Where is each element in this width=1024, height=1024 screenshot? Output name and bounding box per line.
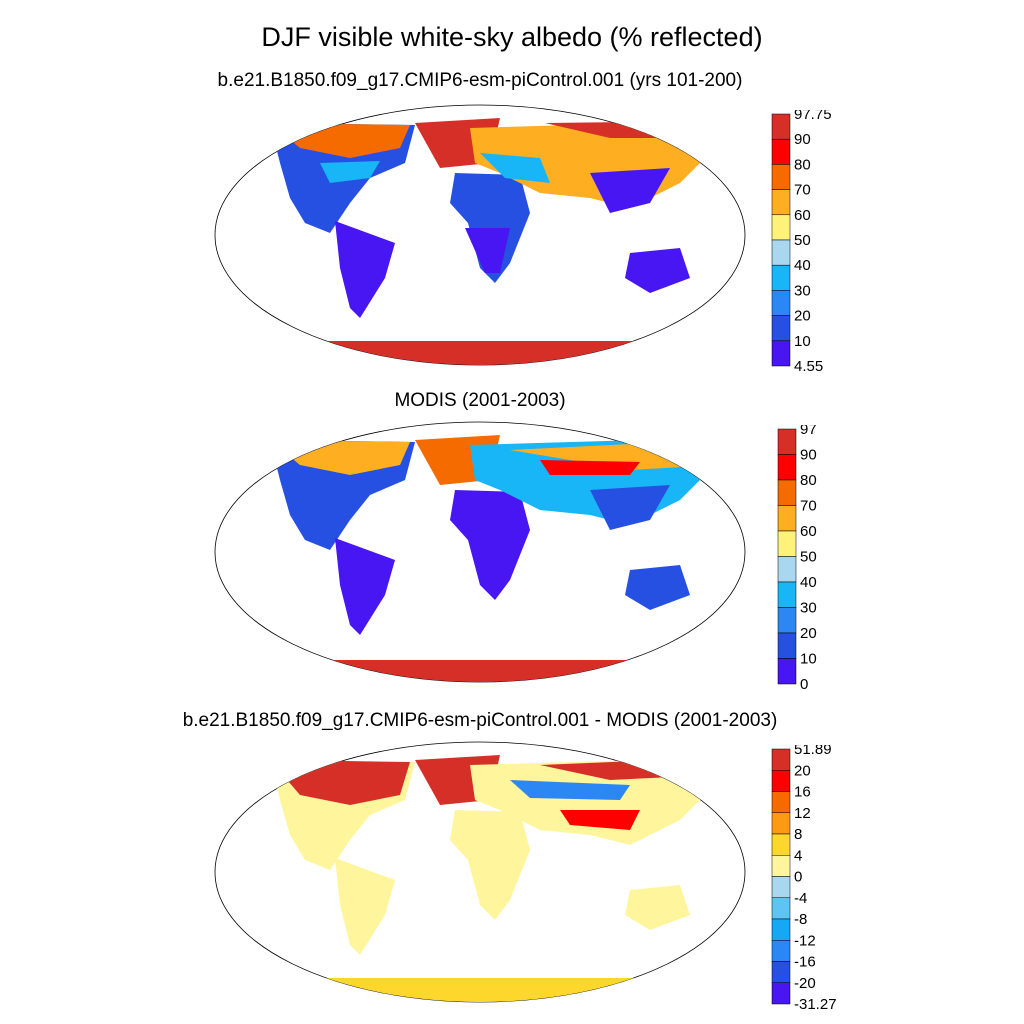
colorbar-label: 50: [794, 232, 811, 249]
colorbar-swatch: [771, 239, 791, 266]
colorbar-swatch: [771, 770, 791, 792]
colorbar-swatch: [771, 214, 791, 241]
colorbar-label: 4: [794, 847, 802, 864]
colorbar-swatch: [771, 982, 791, 1005]
colorbar-swatch: [777, 632, 797, 659]
colorbar-label: 16: [794, 784, 811, 801]
colorbar-label: 10: [800, 651, 817, 668]
colorbar-panel-2: 97 90 80 70 60 50 40 30 20 10 0: [777, 425, 817, 690]
colorbar-label: 40: [800, 574, 817, 591]
colorbar-label: 40: [794, 257, 811, 274]
colorbar-label: 60: [794, 207, 811, 224]
colorbar-label: 70: [800, 498, 817, 515]
colorbar-swatch: [771, 940, 791, 962]
colorbar-label: 4.55: [794, 358, 823, 372]
panel-3-title: b.e21.B1850.f09_g17.CMIP6-esm-piControl.…: [182, 710, 778, 731]
colorbar-label: -4: [794, 890, 807, 907]
colorbar-label: 0: [794, 869, 802, 886]
colorbar-label: 20: [800, 625, 817, 642]
colorbar-swatch: [771, 961, 791, 983]
colorbar-panel-3: 51.89 20 16 12 8 4 0 -4 -8 -12 -16 -20 -31.27: [771, 745, 837, 1010]
colorbar-swatch: [777, 479, 797, 506]
colorbar-panel-1: 97.75 90 80 70 60 50 40 30 20 10 4.55: [771, 110, 832, 372]
colorbar-label: 97.75: [794, 110, 832, 123]
colorbar-swatch: [771, 791, 791, 813]
colorbar-label: 90: [794, 131, 811, 148]
colorbar-label: 30: [800, 600, 817, 617]
colorbar-swatch: [777, 505, 797, 532]
colorbar-label: 12: [794, 805, 811, 822]
colorbar-swatch: [777, 530, 797, 557]
colorbar-label: 20: [794, 762, 811, 779]
panel-2-title: MODIS (2001-2003): [394, 390, 566, 411]
colorbar-swatch: [771, 897, 791, 920]
colorbar-swatch: [771, 113, 791, 140]
colorbar-label: 50: [800, 549, 817, 566]
colorbar-swatch: [777, 581, 797, 608]
colorbar-swatch: [777, 454, 797, 481]
colorbar-label: -12: [794, 932, 816, 949]
colorbar-label: -8: [794, 911, 807, 928]
map-panel-1: [210, 103, 750, 368]
colorbar-label: 51.89: [794, 745, 832, 758]
colorbar-label: 60: [800, 523, 817, 540]
colorbar-swatch: [771, 876, 791, 898]
map-panel-3: [210, 740, 750, 1005]
map-panel-2: [210, 420, 750, 685]
colorbar-swatch: [771, 290, 791, 316]
colorbar-swatch: [771, 189, 791, 216]
colorbar-label: 90: [800, 447, 817, 464]
colorbar-swatch: [777, 658, 797, 685]
colorbar-label: 0: [800, 676, 808, 690]
colorbar-label: 10: [794, 333, 811, 350]
colorbar-swatch: [771, 748, 791, 771]
colorbar-swatch: [771, 855, 791, 877]
colorbar-swatch: [771, 833, 791, 856]
colorbar-label: 20: [794, 308, 811, 325]
colorbar-label: 8: [794, 826, 802, 843]
colorbar-swatch: [771, 812, 791, 835]
colorbar-label: 30: [794, 282, 811, 299]
colorbar-swatch: [771, 315, 791, 342]
colorbar-swatch: [777, 428, 797, 455]
colorbar-swatch: [777, 556, 797, 583]
colorbar-swatch: [771, 340, 791, 367]
panel-1-title: b.e21.B1850.f09_g17.CMIP6-esm-piControl.…: [217, 70, 743, 91]
colorbar-swatch: [777, 607, 797, 634]
colorbar-label: 70: [794, 182, 811, 199]
figure-title: DJF visible white-sky albedo (% reflecte…: [261, 22, 763, 52]
colorbar-label: 97: [800, 425, 817, 438]
colorbar-label: -16: [794, 954, 816, 971]
colorbar-swatch: [771, 918, 791, 941]
colorbar-label: 80: [800, 472, 817, 489]
colorbar-swatch: [771, 164, 791, 190]
colorbar-label: -20: [794, 975, 816, 992]
colorbar-swatch: [771, 138, 791, 165]
colorbar-label: 80: [794, 156, 811, 173]
colorbar-label: -31.27: [794, 996, 837, 1010]
colorbar-swatch: [771, 264, 791, 291]
